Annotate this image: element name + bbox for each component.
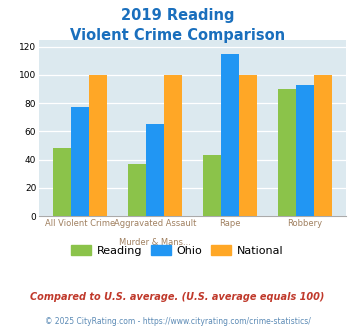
- Bar: [239, 75, 257, 216]
- Bar: [53, 148, 71, 216]
- Text: 2019 Reading: 2019 Reading: [121, 8, 234, 23]
- Bar: [221, 54, 239, 216]
- Bar: [296, 85, 314, 216]
- Legend: Reading, Ohio, National: Reading, Ohio, National: [67, 240, 288, 260]
- Text: Rape: Rape: [219, 219, 241, 228]
- Text: © 2025 CityRating.com - https://www.cityrating.com/crime-statistics/: © 2025 CityRating.com - https://www.city…: [45, 317, 310, 326]
- Bar: [164, 75, 182, 216]
- Text: Violent Crime Comparison: Violent Crime Comparison: [70, 28, 285, 43]
- Bar: [278, 89, 296, 216]
- Text: All Violent Crime: All Violent Crime: [45, 219, 115, 228]
- Bar: [71, 107, 89, 216]
- Text: Compared to U.S. average. (U.S. average equals 100): Compared to U.S. average. (U.S. average …: [30, 292, 325, 302]
- Bar: [146, 124, 164, 216]
- Bar: [89, 75, 107, 216]
- Text: Robbery: Robbery: [287, 219, 322, 228]
- Bar: [314, 75, 332, 216]
- Text: Murder & Mans...: Murder & Mans...: [119, 238, 191, 247]
- Bar: [203, 155, 221, 216]
- Text: Aggravated Assault: Aggravated Assault: [114, 219, 196, 228]
- Bar: [128, 164, 146, 216]
